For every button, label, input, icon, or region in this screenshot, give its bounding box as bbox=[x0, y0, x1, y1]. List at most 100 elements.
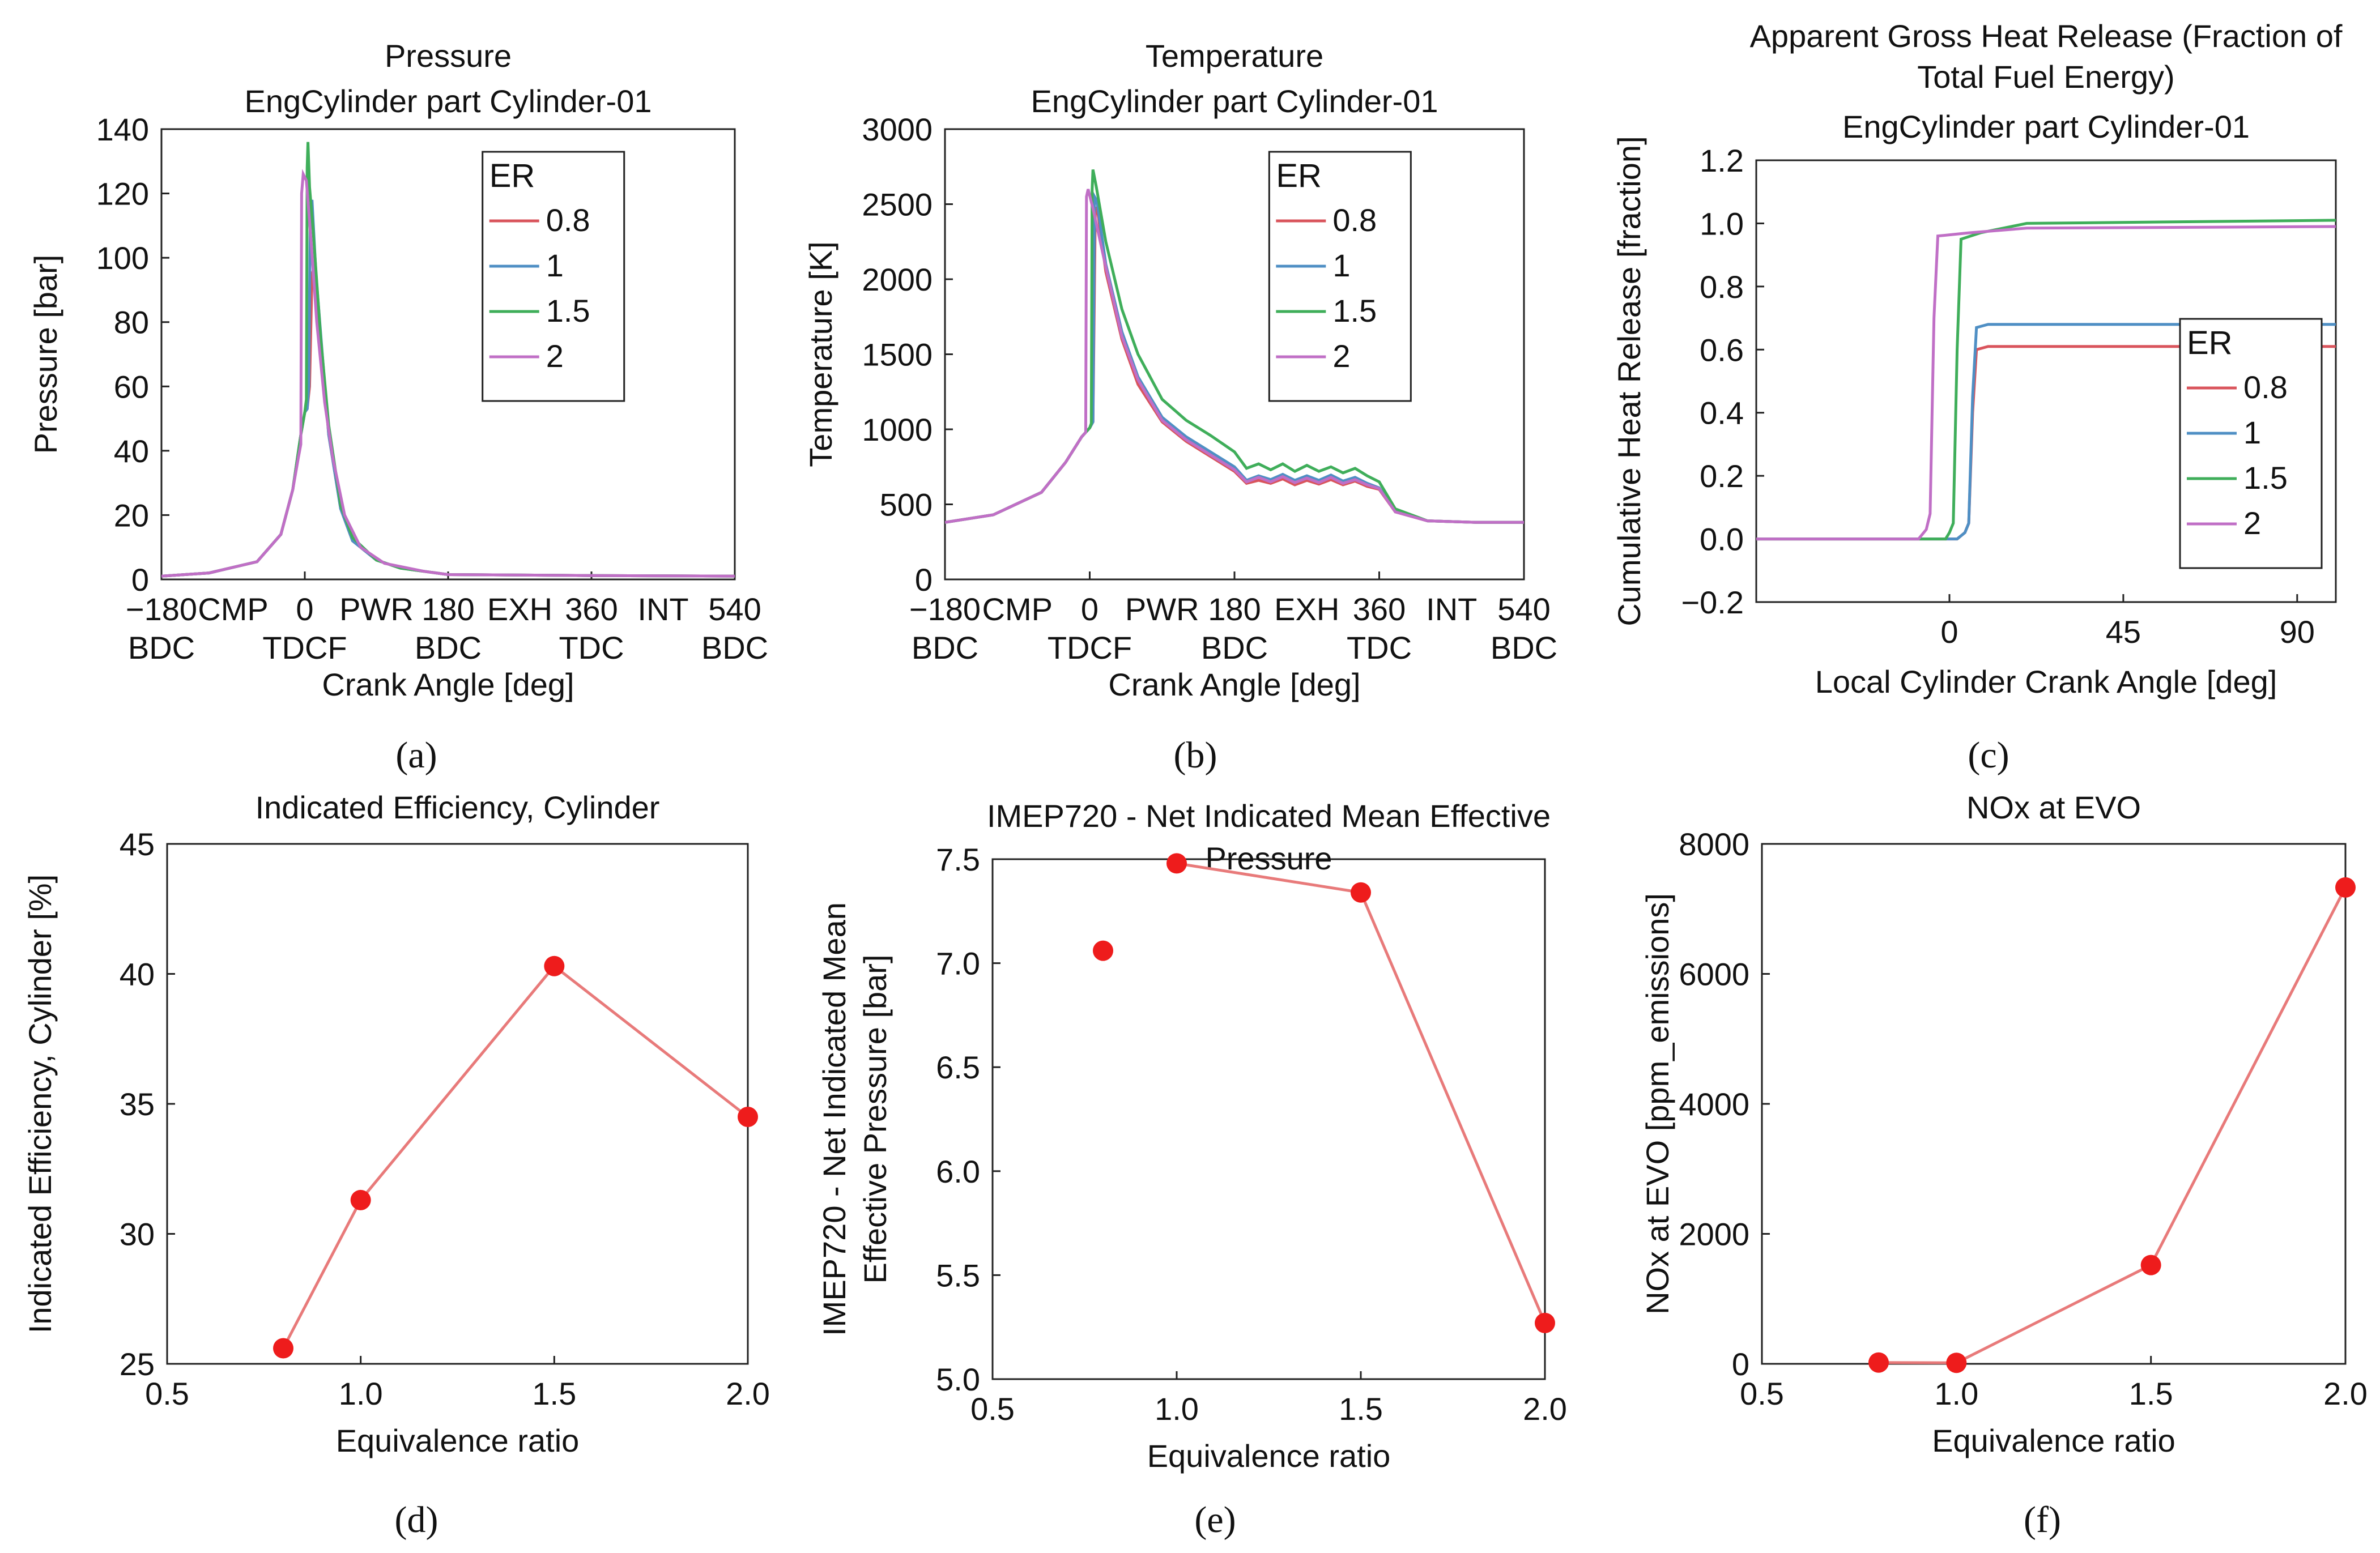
data-point bbox=[1868, 1352, 1889, 1373]
series-layer bbox=[1756, 219, 2336, 541]
plot-frame bbox=[1755, 159, 2337, 603]
y-tick-label: 1.0 bbox=[1700, 206, 1744, 241]
y-tick-label: 4000 bbox=[1679, 1086, 1749, 1122]
x-tick-label: 360 bbox=[1353, 591, 1406, 627]
chart-panel-d: Indicated Efficiency, Cylinder 25 30 35 40 45… bbox=[22, 790, 770, 1541]
legend-label-er-1.5: 1.5 bbox=[2243, 460, 2288, 496]
y-tick-label: 7.0 bbox=[936, 946, 980, 982]
chart-title-line: Total Fuel Energy) bbox=[1917, 59, 2174, 95]
y-tick-label: 0.2 bbox=[1700, 458, 1744, 494]
x-tick-label: 180 bbox=[421, 591, 474, 627]
x-tick-sublabel: BDC bbox=[128, 630, 195, 665]
y-axis-label: Cumulative Heat Release [fraction] bbox=[1611, 136, 1647, 626]
y-tick-label: −0.2 bbox=[1681, 584, 1744, 620]
x-tick-label: 0 bbox=[1940, 614, 1958, 650]
x-axis-label: Equivalence ratio bbox=[1147, 1438, 1391, 1474]
data-point bbox=[350, 1189, 371, 1210]
y-tick-label: 2000 bbox=[862, 262, 933, 297]
connector-line bbox=[553, 965, 749, 1118]
legend-title: ER bbox=[1276, 157, 1322, 194]
x-tick-label: 1.5 bbox=[532, 1376, 576, 1411]
y-tick-label: 100 bbox=[96, 240, 149, 276]
series-layer bbox=[945, 169, 1524, 524]
legend-label-er-0.8: 0.8 bbox=[2243, 369, 2288, 405]
chart-panel-b: Temperature EngCylinder part Cylinder-01 0… bbox=[803, 38, 1557, 776]
y-axis-label-line: IMEP720 - Net Indicated Mean bbox=[816, 902, 852, 1336]
y-axis-label: NOx at EVO [ppm_emissions] bbox=[1640, 893, 1675, 1315]
y-tick-label: 8000 bbox=[1679, 826, 1749, 862]
x-axis-label: Crank Angle [deg] bbox=[322, 667, 574, 702]
x-tick-label: −180 bbox=[126, 591, 197, 627]
series-line-er-1.5 bbox=[945, 169, 1524, 524]
legend-title: ER bbox=[2187, 325, 2233, 361]
series-layer bbox=[161, 142, 735, 578]
y-tick-label: 80 bbox=[114, 305, 149, 340]
legend-label-er-1: 1 bbox=[546, 248, 564, 283]
data-point bbox=[1946, 1353, 1967, 1373]
y-tick-label: 3000 bbox=[862, 112, 933, 147]
y-tick-label: 0.6 bbox=[1700, 332, 1744, 368]
x-tick-label: 180 bbox=[1208, 591, 1261, 627]
x-axis-label: Crank Angle [deg] bbox=[1108, 667, 1360, 702]
series-line-er-2 bbox=[1756, 225, 2336, 541]
panel-label: (e) bbox=[1194, 1499, 1236, 1541]
stroke-phase-label: INT bbox=[637, 591, 688, 627]
x-tick-sublabel: BDC bbox=[912, 630, 978, 665]
chart-title-line: EngCylinder part Cylinder-01 bbox=[1031, 83, 1438, 119]
chart-panel-e: IMEP720 - Net Indicated Mean EffectivePr… bbox=[816, 798, 1567, 1541]
y-tick-label: 0 bbox=[915, 562, 933, 598]
y-axis-label-line: Effective Pressure [bar] bbox=[857, 955, 893, 1284]
y-tick-label: 0 bbox=[131, 562, 149, 598]
data-point bbox=[1351, 882, 1371, 903]
legend-box bbox=[482, 151, 625, 402]
chart-panel-c: Apparent Gross Heat Release (Fraction of… bbox=[1611, 18, 2343, 776]
data-point bbox=[273, 1338, 293, 1359]
chart-title-line: Pressure bbox=[385, 38, 512, 74]
x-tick-label: 90 bbox=[2280, 614, 2315, 650]
legend: ER 0.8 1 1.5 2 bbox=[1268, 151, 1412, 402]
y-tick-label: 5.5 bbox=[936, 1257, 980, 1293]
y-tick-label: 5.0 bbox=[936, 1362, 980, 1397]
y-tick-label: 1000 bbox=[862, 412, 933, 447]
x-axis-label: Equivalence ratio bbox=[1932, 1423, 2175, 1458]
legend-label-er-2: 2 bbox=[546, 338, 564, 374]
series-layer bbox=[273, 955, 758, 1359]
legend-label-er-1.5: 1.5 bbox=[546, 293, 590, 328]
connector-line bbox=[2149, 886, 2347, 1266]
data-point bbox=[1535, 1312, 1555, 1333]
x-tick-label: 1.5 bbox=[1339, 1391, 1383, 1427]
x-tick-label: 2.0 bbox=[1523, 1391, 1567, 1427]
x-tick-sublabel: BDC bbox=[1491, 630, 1557, 665]
y-tick-label: 0.4 bbox=[1700, 395, 1744, 431]
stroke-phase-label: EXH bbox=[487, 591, 552, 627]
y-tick-label: 140 bbox=[96, 112, 149, 147]
x-tick-label: 0 bbox=[1081, 591, 1099, 627]
x-tick-label: 45 bbox=[2106, 614, 2141, 650]
y-tick-label: 40 bbox=[114, 433, 149, 469]
panel-label: (b) bbox=[1174, 735, 1217, 776]
legend-label-er-1.5: 1.5 bbox=[1332, 293, 1377, 328]
data-point bbox=[2335, 877, 2356, 898]
series-line-er-1.5 bbox=[1756, 219, 2336, 541]
x-axis-label: Equivalence ratio bbox=[336, 1423, 580, 1458]
series-line-er-1 bbox=[1756, 323, 2336, 541]
x-tick-label: 540 bbox=[708, 591, 761, 627]
legend-label-er-0.8: 0.8 bbox=[1332, 202, 1377, 238]
x-tick-sublabel: BDC bbox=[1201, 630, 1268, 665]
x-tick-label: 0.5 bbox=[145, 1376, 189, 1411]
y-tick-label: 30 bbox=[120, 1217, 155, 1252]
chart-title-line: Apparent Gross Heat Release (Fraction of bbox=[1750, 18, 2343, 54]
legend-label-er-2: 2 bbox=[1332, 338, 1350, 374]
x-tick-label: 2.0 bbox=[2323, 1376, 2368, 1411]
connector-line bbox=[1359, 891, 1547, 1324]
data-point bbox=[1093, 940, 1113, 961]
x-tick-label: 0.5 bbox=[1740, 1376, 1784, 1411]
series-layer bbox=[1093, 853, 1555, 1333]
data-point bbox=[2140, 1255, 2161, 1275]
stroke-phase-label: PWR bbox=[1125, 591, 1199, 627]
stroke-phase-label: CMP bbox=[982, 591, 1053, 627]
y-tick-label: 35 bbox=[120, 1086, 155, 1122]
data-point bbox=[544, 955, 565, 976]
data-point bbox=[738, 1106, 758, 1127]
data-point bbox=[1166, 853, 1187, 874]
